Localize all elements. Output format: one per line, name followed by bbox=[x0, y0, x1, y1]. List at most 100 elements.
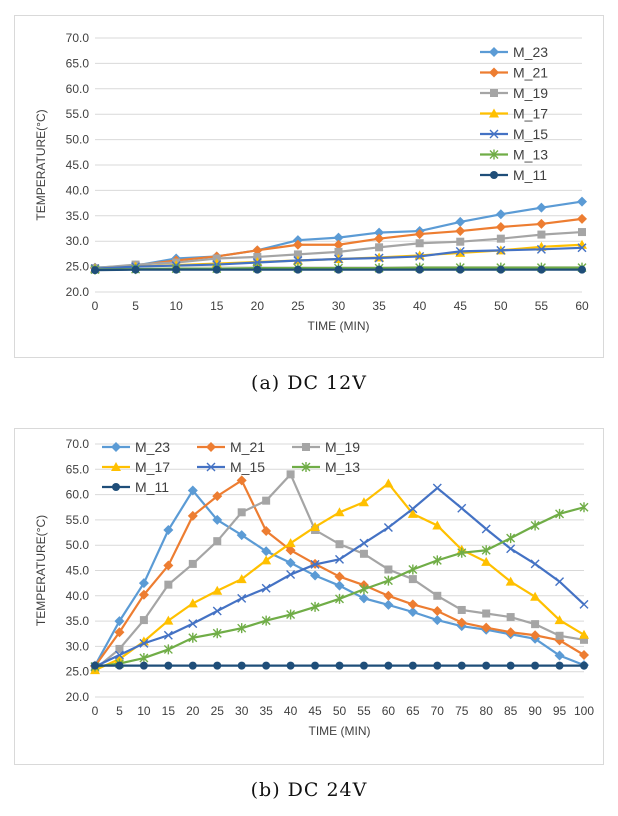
chart-b-data-point bbox=[457, 503, 467, 513]
chart-b-data-point bbox=[554, 615, 565, 625]
chart-a-data-point bbox=[91, 266, 99, 275]
chart-a-caption: (a) DC 12V bbox=[251, 372, 367, 394]
chart-b-data-point bbox=[358, 593, 369, 604]
chart-a-legend-item: M_17 bbox=[480, 106, 548, 122]
chart-b-data-point bbox=[481, 622, 492, 633]
chart-a-legend-label: M_13 bbox=[513, 147, 548, 163]
chart-a-legend-item: M_21 bbox=[480, 65, 548, 81]
chart-b-xtick-label: 55 bbox=[357, 704, 371, 718]
chart-b-data-point bbox=[359, 661, 368, 670]
chart-a-ytick-label: 45.0 bbox=[66, 158, 90, 172]
chart-b-legend-marker bbox=[302, 443, 310, 451]
chart-b-legend: M_23 M_21 M_19 M_17 M_15 M_13 M_11 bbox=[102, 439, 360, 495]
chart-a-ytick-label: 50.0 bbox=[66, 133, 90, 147]
chart-a-data-point bbox=[293, 256, 303, 265]
chart-a-ytick-label: 20.0 bbox=[66, 285, 90, 299]
chart-b-data-point bbox=[261, 526, 272, 537]
chart-b-xaxis-label: TIME (MIN) bbox=[309, 724, 371, 738]
chart-b-data-point bbox=[286, 609, 296, 620]
chart-b-data-point bbox=[115, 644, 124, 653]
chart-b-data-point bbox=[506, 533, 516, 544]
chart-b-xtick-label: 0 bbox=[92, 704, 99, 718]
chart-b-data-point bbox=[138, 578, 149, 589]
chart-b-data-point bbox=[188, 661, 197, 670]
chart-b-legend-label: M_17 bbox=[135, 459, 170, 475]
chart-b-xtick-label: 70 bbox=[431, 704, 445, 718]
chart-b-data-point bbox=[407, 508, 418, 518]
chart-b-data-point bbox=[383, 590, 394, 601]
chart-b-xtick-label: 90 bbox=[528, 704, 542, 718]
chart-b-frame: 20.0 25.0 30.0 35.0 40.0 45.0 50.0 55.0 60.0 65.0… bbox=[14, 428, 604, 765]
chart-b-data-point bbox=[383, 599, 394, 610]
chart-b-data-point bbox=[456, 617, 467, 628]
chart-b-ytick-label: 65.0 bbox=[66, 462, 90, 476]
chart-b-xtick-label: 50 bbox=[333, 704, 347, 718]
chart-a-data-point bbox=[375, 243, 384, 252]
chart-a-xtick-label: 45 bbox=[454, 299, 468, 313]
chart-b-data-point bbox=[530, 630, 541, 641]
chart-a-data-point bbox=[537, 265, 546, 274]
chart-b-legend-marker bbox=[206, 442, 216, 452]
chart-b-data-point bbox=[237, 508, 246, 517]
chart-a-data-point bbox=[537, 230, 546, 239]
chart-b-legend-label: M_21 bbox=[230, 439, 265, 455]
chart-b-data-point bbox=[383, 478, 394, 488]
chart-b-data-point bbox=[139, 653, 149, 664]
chart-b-data-point bbox=[530, 559, 540, 569]
chart-b-xtick-label: 85 bbox=[504, 704, 518, 718]
chart-b-data-point bbox=[407, 599, 418, 610]
chart-b-data-point bbox=[384, 661, 393, 670]
chart-b-data-point bbox=[187, 510, 198, 521]
chart-a-legend-label: M_11 bbox=[513, 167, 547, 183]
chart-b-legend-label: M_13 bbox=[325, 459, 360, 475]
chart-b-xtick-label: 65 bbox=[406, 704, 420, 718]
chart-a-data-point bbox=[496, 245, 506, 255]
chart-a-data-point bbox=[172, 265, 181, 274]
chart-a-data-point bbox=[292, 239, 303, 250]
chart-b-data-point bbox=[432, 483, 442, 493]
chart-b-data-point bbox=[457, 605, 466, 614]
chart-b-data-point bbox=[187, 598, 198, 608]
chart-b-data-point bbox=[310, 601, 320, 612]
chart-a-data-point bbox=[374, 233, 385, 244]
chart-b-data-point bbox=[408, 575, 417, 584]
chart-b-data-point bbox=[187, 485, 198, 496]
chart-b-data-point bbox=[408, 504, 418, 514]
chart-b-legend-item: M_21 bbox=[197, 439, 265, 455]
chart-b-legend-item: M_23 bbox=[102, 439, 170, 455]
chart-b-data-point bbox=[237, 661, 246, 670]
chart-b-legend-marker bbox=[301, 462, 311, 472]
chart-b-data-point bbox=[555, 508, 565, 519]
chart-a-data-point bbox=[536, 218, 547, 229]
chart-b-data-point bbox=[286, 570, 296, 580]
chart-b-data-point bbox=[531, 661, 540, 670]
chart-b-legend-label: M_23 bbox=[135, 439, 170, 455]
chart-a-data-point bbox=[293, 265, 302, 274]
chart-b-data-point bbox=[261, 555, 272, 565]
chart-a-data-point bbox=[375, 265, 384, 274]
chart-b-legend-marker bbox=[206, 462, 216, 472]
chart-a-data-point bbox=[496, 234, 505, 243]
chart-a-data-point bbox=[253, 265, 262, 274]
chart-a-data-point bbox=[252, 245, 263, 256]
chart-a-data-point bbox=[253, 252, 262, 261]
chart-a-xtick-label: 20 bbox=[251, 299, 265, 313]
chart-b-data-point bbox=[164, 580, 173, 589]
chart-a-xtick-label: 30 bbox=[332, 299, 346, 313]
chart-b-xtick-label: 35 bbox=[259, 704, 273, 718]
chart-b-data-point bbox=[383, 575, 393, 586]
chart-b-data-point bbox=[310, 559, 320, 569]
chart-b-data-point bbox=[555, 631, 564, 640]
chart-b-data-point bbox=[335, 554, 344, 564]
chart-b-data-point bbox=[334, 580, 345, 591]
chart-a-data-point bbox=[374, 227, 385, 238]
chart-a-data-point bbox=[536, 202, 547, 213]
chart-b-data-point bbox=[188, 559, 197, 568]
chart-b-legend-label: M_11 bbox=[135, 479, 169, 495]
chart-b-legend-item: M_11 bbox=[102, 479, 169, 495]
chart-a-data-point bbox=[212, 254, 221, 263]
chart-a-xtick-label: 0 bbox=[92, 299, 99, 313]
chart-b-data-point bbox=[481, 556, 492, 566]
chart-b-data-point bbox=[359, 584, 369, 595]
chart-b-data-point bbox=[505, 576, 516, 586]
